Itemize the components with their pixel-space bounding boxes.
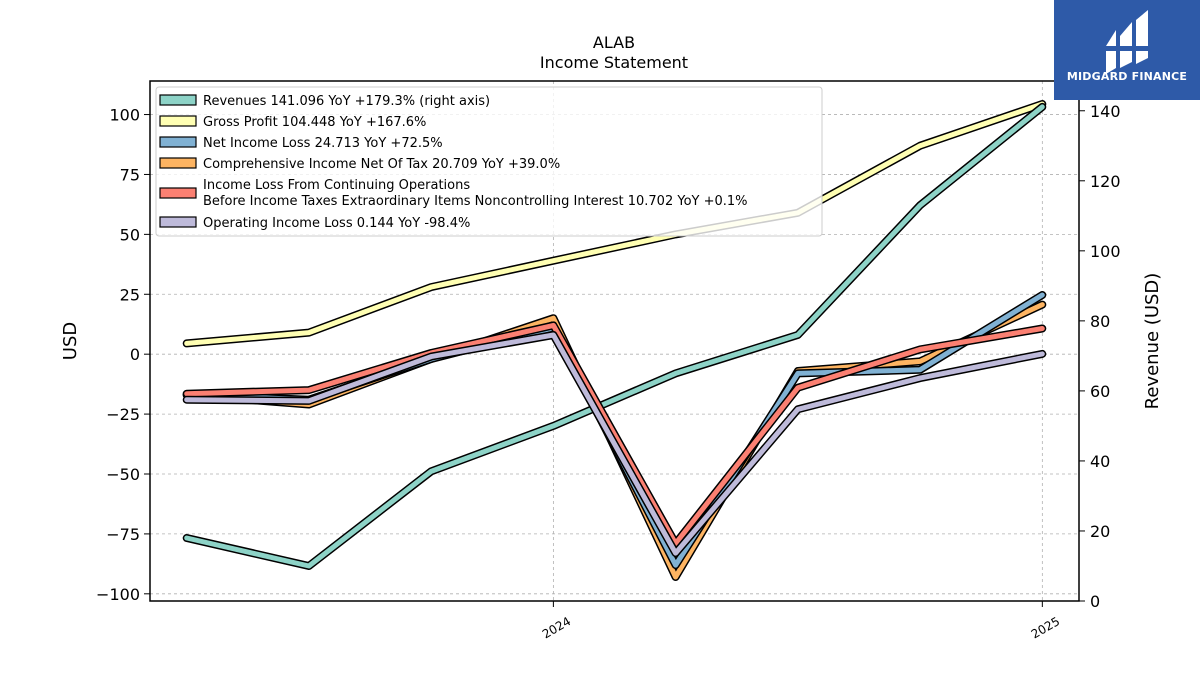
legend-label-net-income: Net Income Loss 24.713 YoY +72.5%	[203, 136, 443, 151]
logo-text: MIDGARD FINANCE	[1066, 70, 1188, 83]
series-line-operating-income-loss	[184, 332, 1045, 556]
midgard-finance-logo: MIDGARD FINANCE	[1054, 0, 1200, 100]
left-tick-label: −100	[96, 585, 140, 604]
right-axis-title: Revenue (USD)	[1142, 273, 1163, 410]
legend-label-revenues: Revenues 141.096 YoY +179.3% (right axis…	[203, 94, 490, 109]
legend-swatch-comprehensive-income	[159, 157, 197, 169]
left-tick-label: −75	[106, 525, 140, 544]
right-tick-label: 80	[1090, 312, 1110, 331]
right-tick-label: 40	[1090, 452, 1110, 471]
chart-subtitle: Income Statement	[540, 53, 688, 72]
legend: Revenues 141.096 YoY +179.3% (right axis…	[155, 86, 823, 237]
legend-swatch-net-income	[159, 136, 197, 148]
right-tick-label: 0	[1090, 592, 1100, 611]
right-tick-label: 60	[1090, 382, 1110, 401]
x-tick-label: 2024	[540, 614, 573, 641]
legend-swatch-operating-income	[159, 216, 197, 228]
left-axis-title: USD	[60, 322, 81, 360]
x-tick-label: 2025	[1029, 614, 1062, 641]
series-line-income-loss-from-continuing-operations-before-income-taxes-extraordinary-items-noncontrolling-interest	[184, 322, 1045, 546]
legend-label-income-continuing-ops-line1: Income Loss From Continuing Operations	[203, 178, 470, 193]
right-tick-label: 100	[1090, 242, 1121, 261]
left-tick-label: 0	[130, 345, 140, 364]
legend-label-comprehensive-income: Comprehensive Income Net Of Tax 20.709 Y…	[203, 157, 560, 172]
series-line-gross-profit	[184, 101, 1045, 346]
left-tick-label: 50	[120, 225, 140, 244]
plot-frame	[149, 80, 1080, 602]
legend-swatch-revenues	[159, 94, 197, 106]
right-tick-label: 120	[1090, 172, 1121, 191]
right-tick-label: 140	[1090, 102, 1121, 121]
legend-box	[155, 86, 823, 237]
series-lines	[182, 100, 1047, 581]
left-tick-label: 25	[120, 285, 140, 304]
right-axis: 0 20 40 60 80 100 120 140	[1079, 102, 1121, 611]
left-tick-label: −50	[106, 465, 140, 484]
legend-swatch-income-continuing-ops	[159, 187, 197, 199]
legend-label-gross-profit: Gross Profit 104.448 YoY +167.6%	[203, 115, 426, 130]
left-tick-label: −25	[106, 405, 140, 424]
chart-title: ALAB	[593, 33, 635, 52]
series-line-revenues	[184, 104, 1045, 569]
right-tick-label: 20	[1090, 522, 1110, 541]
left-tick-label: 100	[109, 106, 140, 125]
logo-mark-icon	[1106, 10, 1148, 74]
legend-swatch-gross-profit	[159, 115, 197, 127]
legend-label-income-continuing-ops-line2: Before Income Taxes Extraordinary Items …	[203, 194, 748, 209]
x-axis: 2024 2025	[540, 601, 1062, 641]
legend-label-operating-income: Operating Income Loss 0.144 YoY -98.4%	[203, 216, 470, 231]
left-axis: −100 −75 −50 −25 0 25 50 75 100	[96, 106, 150, 604]
left-tick-label: 75	[120, 165, 140, 184]
